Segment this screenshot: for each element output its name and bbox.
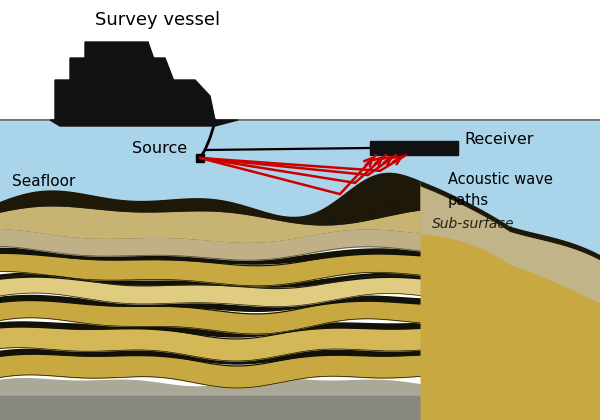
Text: Sub-surface: Sub-surface: [432, 217, 515, 231]
Text: Source: Source: [132, 141, 187, 156]
Bar: [370, 141, 458, 155]
Text: Survey vessel: Survey vessel: [95, 11, 220, 29]
Polygon shape: [85, 42, 155, 62]
Polygon shape: [70, 58, 175, 84]
Polygon shape: [50, 120, 238, 126]
Text: Acoustic wave
paths: Acoustic wave paths: [448, 172, 553, 208]
Text: Seafloor: Seafloor: [12, 174, 76, 189]
Polygon shape: [55, 80, 215, 120]
Text: Receiver: Receiver: [464, 132, 533, 147]
